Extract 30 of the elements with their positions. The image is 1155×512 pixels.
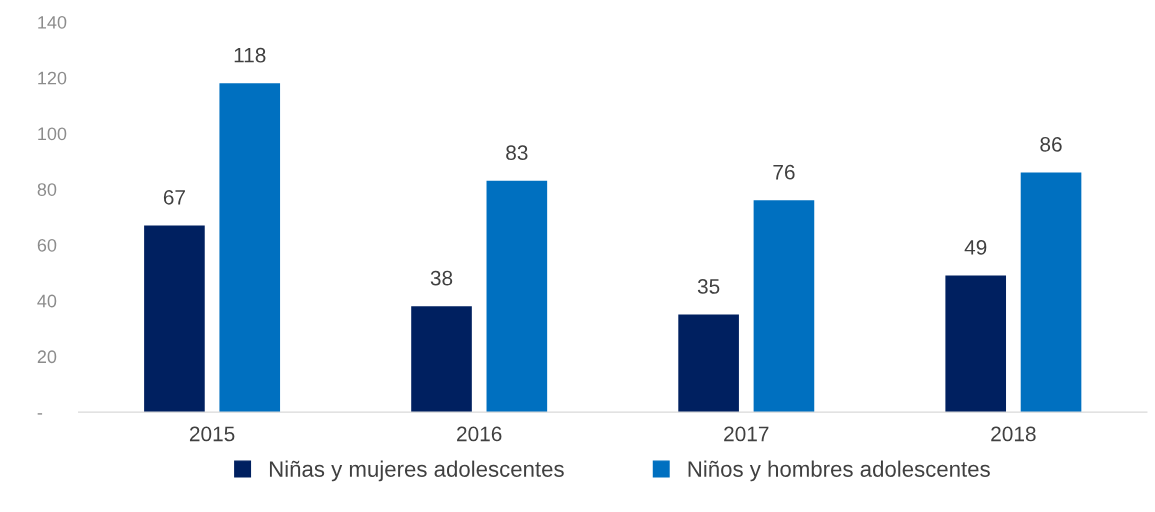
bar — [219, 83, 281, 413]
data-label: 83 — [506, 145, 528, 161]
data-label: 86 — [1040, 136, 1062, 152]
legend-label: Niños y hombres adolescentes — [688, 460, 990, 482]
data-label: 35 — [697, 279, 720, 294]
y-tick-label: 140 — [38, 15, 67, 29]
bar — [753, 200, 815, 413]
y-tick-label: 20 — [37, 350, 57, 364]
data-label: 38 — [430, 270, 453, 286]
y-tick-label: 80 — [37, 183, 57, 196]
bar — [678, 314, 739, 413]
data-label: 67 — [163, 189, 185, 205]
y-tick-label: 120 — [38, 71, 67, 85]
bar — [411, 306, 472, 413]
x-tick-label: 2015 — [189, 426, 235, 442]
x-tick-label: 2018 — [991, 426, 1036, 442]
x-tick-label: 2016 — [457, 426, 502, 442]
data-label: 118 — [234, 47, 266, 63]
legend-label: Niñas y mujeres adolescentes — [269, 460, 564, 482]
data-label: 76 — [773, 164, 795, 180]
bar — [945, 275, 1007, 413]
y-tick-label: 100 — [38, 127, 67, 141]
bar — [1020, 172, 1082, 413]
y-tick-label: 40 — [37, 294, 57, 308]
data-label: 49 — [964, 240, 987, 255]
y-tick-label: 60 — [37, 238, 57, 252]
bar — [144, 225, 205, 413]
bar — [486, 180, 548, 413]
y-tick-label: - — [37, 413, 43, 415]
x-tick-label: 2017 — [724, 426, 769, 442]
